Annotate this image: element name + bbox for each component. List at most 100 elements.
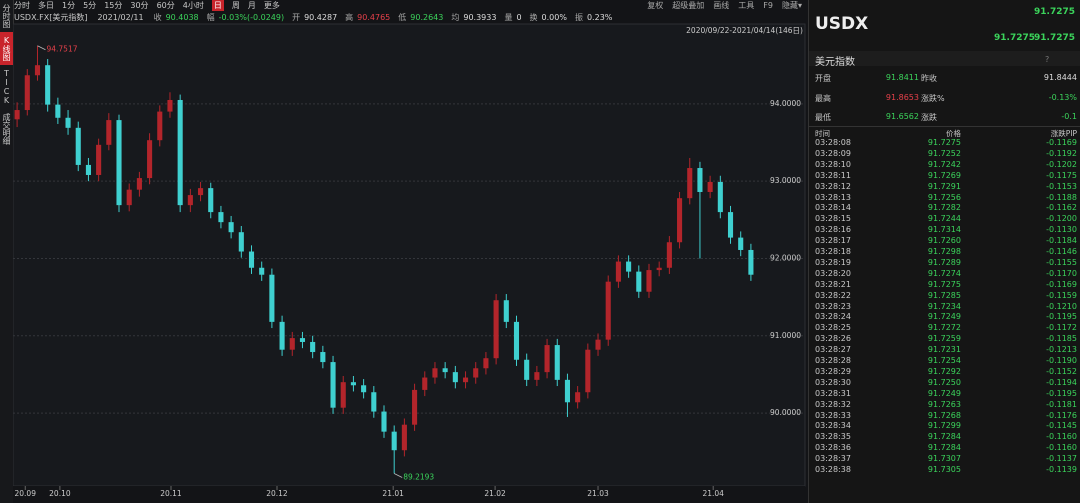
candle-body bbox=[738, 237, 744, 250]
tick-header: 涨跌PIP bbox=[1050, 129, 1077, 138]
y-tick-label: 92.0000 bbox=[770, 253, 801, 262]
tick-cell: 03:28:26 bbox=[815, 334, 851, 344]
stat-label: 开盘 bbox=[815, 74, 831, 83]
period-button[interactable]: 更多 bbox=[263, 1, 280, 10]
info-value: 0 bbox=[516, 13, 522, 22]
period-button[interactable]: 1分 bbox=[62, 1, 76, 10]
side-tab[interactable]: 分时图 bbox=[2, 4, 11, 28]
tick-cell: 03:28:33 bbox=[815, 410, 851, 420]
side-tab[interactable]: K线图 bbox=[0, 32, 13, 65]
tick-cell: 91.7289 bbox=[927, 257, 961, 267]
tick-cell: 03:28:08 bbox=[815, 138, 851, 147]
tick-cell: -0.1162 bbox=[1046, 203, 1077, 213]
tick-cell: 91.7244 bbox=[927, 214, 961, 224]
tick-cell: -0.1210 bbox=[1046, 301, 1077, 311]
tick-cell: 91.7284 bbox=[927, 432, 961, 442]
range-label: 2020/09/22-2021/04/14(146日) bbox=[686, 26, 803, 35]
tick-cell: 03:28:20 bbox=[815, 268, 851, 278]
candle-body bbox=[697, 168, 703, 192]
candle-body bbox=[218, 212, 224, 223]
period-button[interactable]: 日 bbox=[211, 0, 224, 11]
tick-cell: 03:28:17 bbox=[815, 236, 851, 246]
tick-cell: 91.7299 bbox=[927, 421, 961, 431]
candle-body bbox=[136, 178, 142, 190]
candle-body bbox=[442, 368, 448, 373]
tick-cell: -0.1146 bbox=[1046, 247, 1077, 256]
candle-body bbox=[106, 120, 112, 145]
tick-cell: 03:28:38 bbox=[815, 465, 851, 474]
candle-body bbox=[412, 389, 418, 425]
candle-body bbox=[626, 261, 632, 272]
tick-cell: 91.7268 bbox=[927, 410, 961, 420]
candle-body bbox=[687, 168, 693, 199]
candle-body bbox=[248, 251, 255, 268]
stat-value: 91.8411 bbox=[885, 73, 919, 82]
tick-header: 时间 bbox=[815, 129, 830, 138]
period-button[interactable]: 周 bbox=[231, 1, 240, 10]
y-tick-label: 94.0000 bbox=[770, 99, 801, 108]
x-tick-label: 21.04 bbox=[702, 489, 724, 498]
tick-cell: 91.7314 bbox=[927, 225, 961, 235]
tool-button[interactable]: 超级叠加 bbox=[672, 1, 705, 10]
tick-cell: -0.1194 bbox=[1046, 377, 1077, 387]
period-button[interactable]: 多日 bbox=[38, 1, 54, 10]
candle-body bbox=[524, 359, 530, 380]
candle-body bbox=[330, 362, 336, 408]
candle-body bbox=[391, 431, 397, 451]
extreme-label: 94.7517 bbox=[46, 45, 77, 54]
info-label: 量 bbox=[504, 13, 513, 22]
tick-cell: -0.1202 bbox=[1046, 159, 1077, 169]
tool-button[interactable]: 工具 bbox=[738, 1, 755, 10]
info-value: 90.4038 bbox=[165, 13, 199, 22]
tool-button[interactable]: 复权 bbox=[647, 1, 664, 10]
info-label: 高 bbox=[345, 13, 354, 22]
tick-cell: 91.7260 bbox=[927, 236, 961, 246]
tick-cell: 91.7284 bbox=[927, 443, 961, 453]
period-button[interactable]: 分时 bbox=[14, 1, 30, 10]
period-button[interactable]: 月 bbox=[247, 1, 256, 10]
stat-value: 91.6562 bbox=[885, 112, 919, 121]
candle-body bbox=[279, 321, 285, 350]
period-button[interactable]: 5分 bbox=[83, 1, 97, 10]
info-value: 0.23% bbox=[586, 13, 613, 22]
candle-body bbox=[45, 65, 51, 105]
tool-button[interactable]: 隐藏▾ bbox=[781, 1, 802, 10]
period-button[interactable]: 30分 bbox=[130, 1, 149, 10]
candle-body bbox=[157, 111, 163, 141]
x-tick-label: 21.03 bbox=[587, 489, 609, 498]
period-button[interactable]: 4小时 bbox=[182, 1, 204, 10]
tick-cell: -0.1145 bbox=[1046, 421, 1077, 431]
tick-cell: 03:28:32 bbox=[815, 399, 851, 409]
candle-body bbox=[147, 140, 153, 179]
tick-cell: -0.1160 bbox=[1046, 432, 1077, 442]
period-button[interactable]: 15分 bbox=[104, 1, 123, 10]
period-button[interactable]: 60分 bbox=[156, 1, 175, 10]
y-tick-label: 91.0000 bbox=[770, 331, 801, 340]
candle-body bbox=[493, 300, 499, 359]
tool-button[interactable]: 画线 bbox=[713, 1, 730, 10]
tick-cell: 91.7298 bbox=[927, 247, 961, 256]
candle-body bbox=[14, 110, 20, 120]
candle-body bbox=[299, 338, 306, 342]
side-tab[interactable]: TICK bbox=[2, 69, 11, 105]
side-tab[interactable]: 成交明细 bbox=[2, 113, 11, 145]
quote-bid: 91.7275 bbox=[994, 33, 1035, 43]
tick-cell: 91.7274 bbox=[927, 268, 961, 278]
candle-body bbox=[55, 104, 61, 118]
tick-cell: 03:28:30 bbox=[815, 377, 851, 387]
tick-cell: 91.7234 bbox=[927, 301, 961, 311]
candle-body bbox=[585, 349, 591, 393]
candle-body bbox=[259, 267, 265, 275]
tick-cell: 91.7249 bbox=[927, 388, 961, 398]
tick-cell: 03:28:16 bbox=[815, 225, 851, 235]
help[interactable]: ? bbox=[1045, 55, 1050, 64]
kline-chart: 2020/09/22-2021/04/14(146日) 90.0000 91.000… bbox=[13, 23, 806, 503]
symbol: USDX.FX[美元指数] bbox=[14, 13, 88, 22]
tick-cell: -0.1155 bbox=[1046, 257, 1077, 267]
tick-cell: 91.7249 bbox=[927, 312, 961, 322]
info-value: -0.03%(-0.0249) bbox=[218, 13, 285, 22]
info-value: 90.4765 bbox=[357, 13, 391, 22]
x-tick-label: 21.02 bbox=[484, 489, 506, 498]
extreme-pointer bbox=[37, 45, 46, 51]
tool-button[interactable]: F9 bbox=[763, 1, 773, 10]
